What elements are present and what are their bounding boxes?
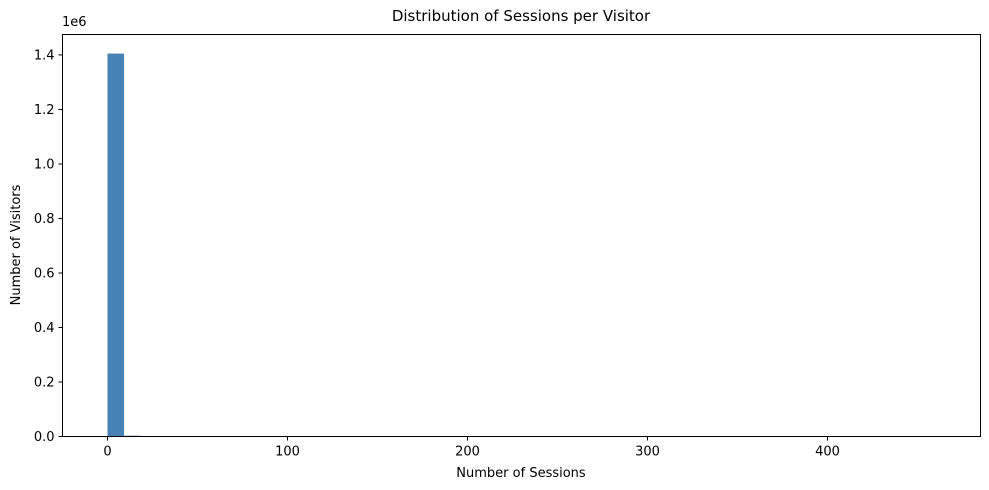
y-axis-ticks: 0.0 0.2 0.4 0.6 0.8 1.0 1.2 1.4 [34, 48, 63, 445]
y-tick-label-4: 0.8 [34, 212, 55, 227]
plot-frame [62, 34, 981, 437]
x-tick-label-0: 0 [103, 445, 111, 460]
y-tick-label-5: 1.0 [34, 157, 55, 172]
y-tick-label-3: 0.6 [34, 266, 55, 281]
y-tick-label-7: 1.4 [34, 48, 55, 63]
y-axis-label: Number of Visitors [9, 184, 24, 305]
x-tick-label-4: 400 [815, 445, 840, 460]
histogram-bar-0 [107, 53, 125, 437]
chart-title: Distribution of Sessions per Visitor [392, 7, 651, 25]
x-tick-label-1: 100 [275, 445, 300, 460]
x-tick-label-2: 200 [455, 445, 480, 460]
x-tick-label-3: 300 [635, 445, 660, 460]
y-tick-label-6: 1.2 [34, 103, 55, 118]
x-axis-label: Number of Sessions [456, 466, 586, 481]
y-tick-label-2: 0.4 [34, 321, 55, 336]
y-tick-label-0: 0.0 [34, 430, 55, 445]
y-offset-text: 1e6 [62, 15, 87, 30]
bars-group [107, 53, 174, 437]
y-tick-label-1: 0.2 [34, 375, 55, 390]
x-axis-ticks: 0 100 200 300 400 [103, 436, 840, 460]
